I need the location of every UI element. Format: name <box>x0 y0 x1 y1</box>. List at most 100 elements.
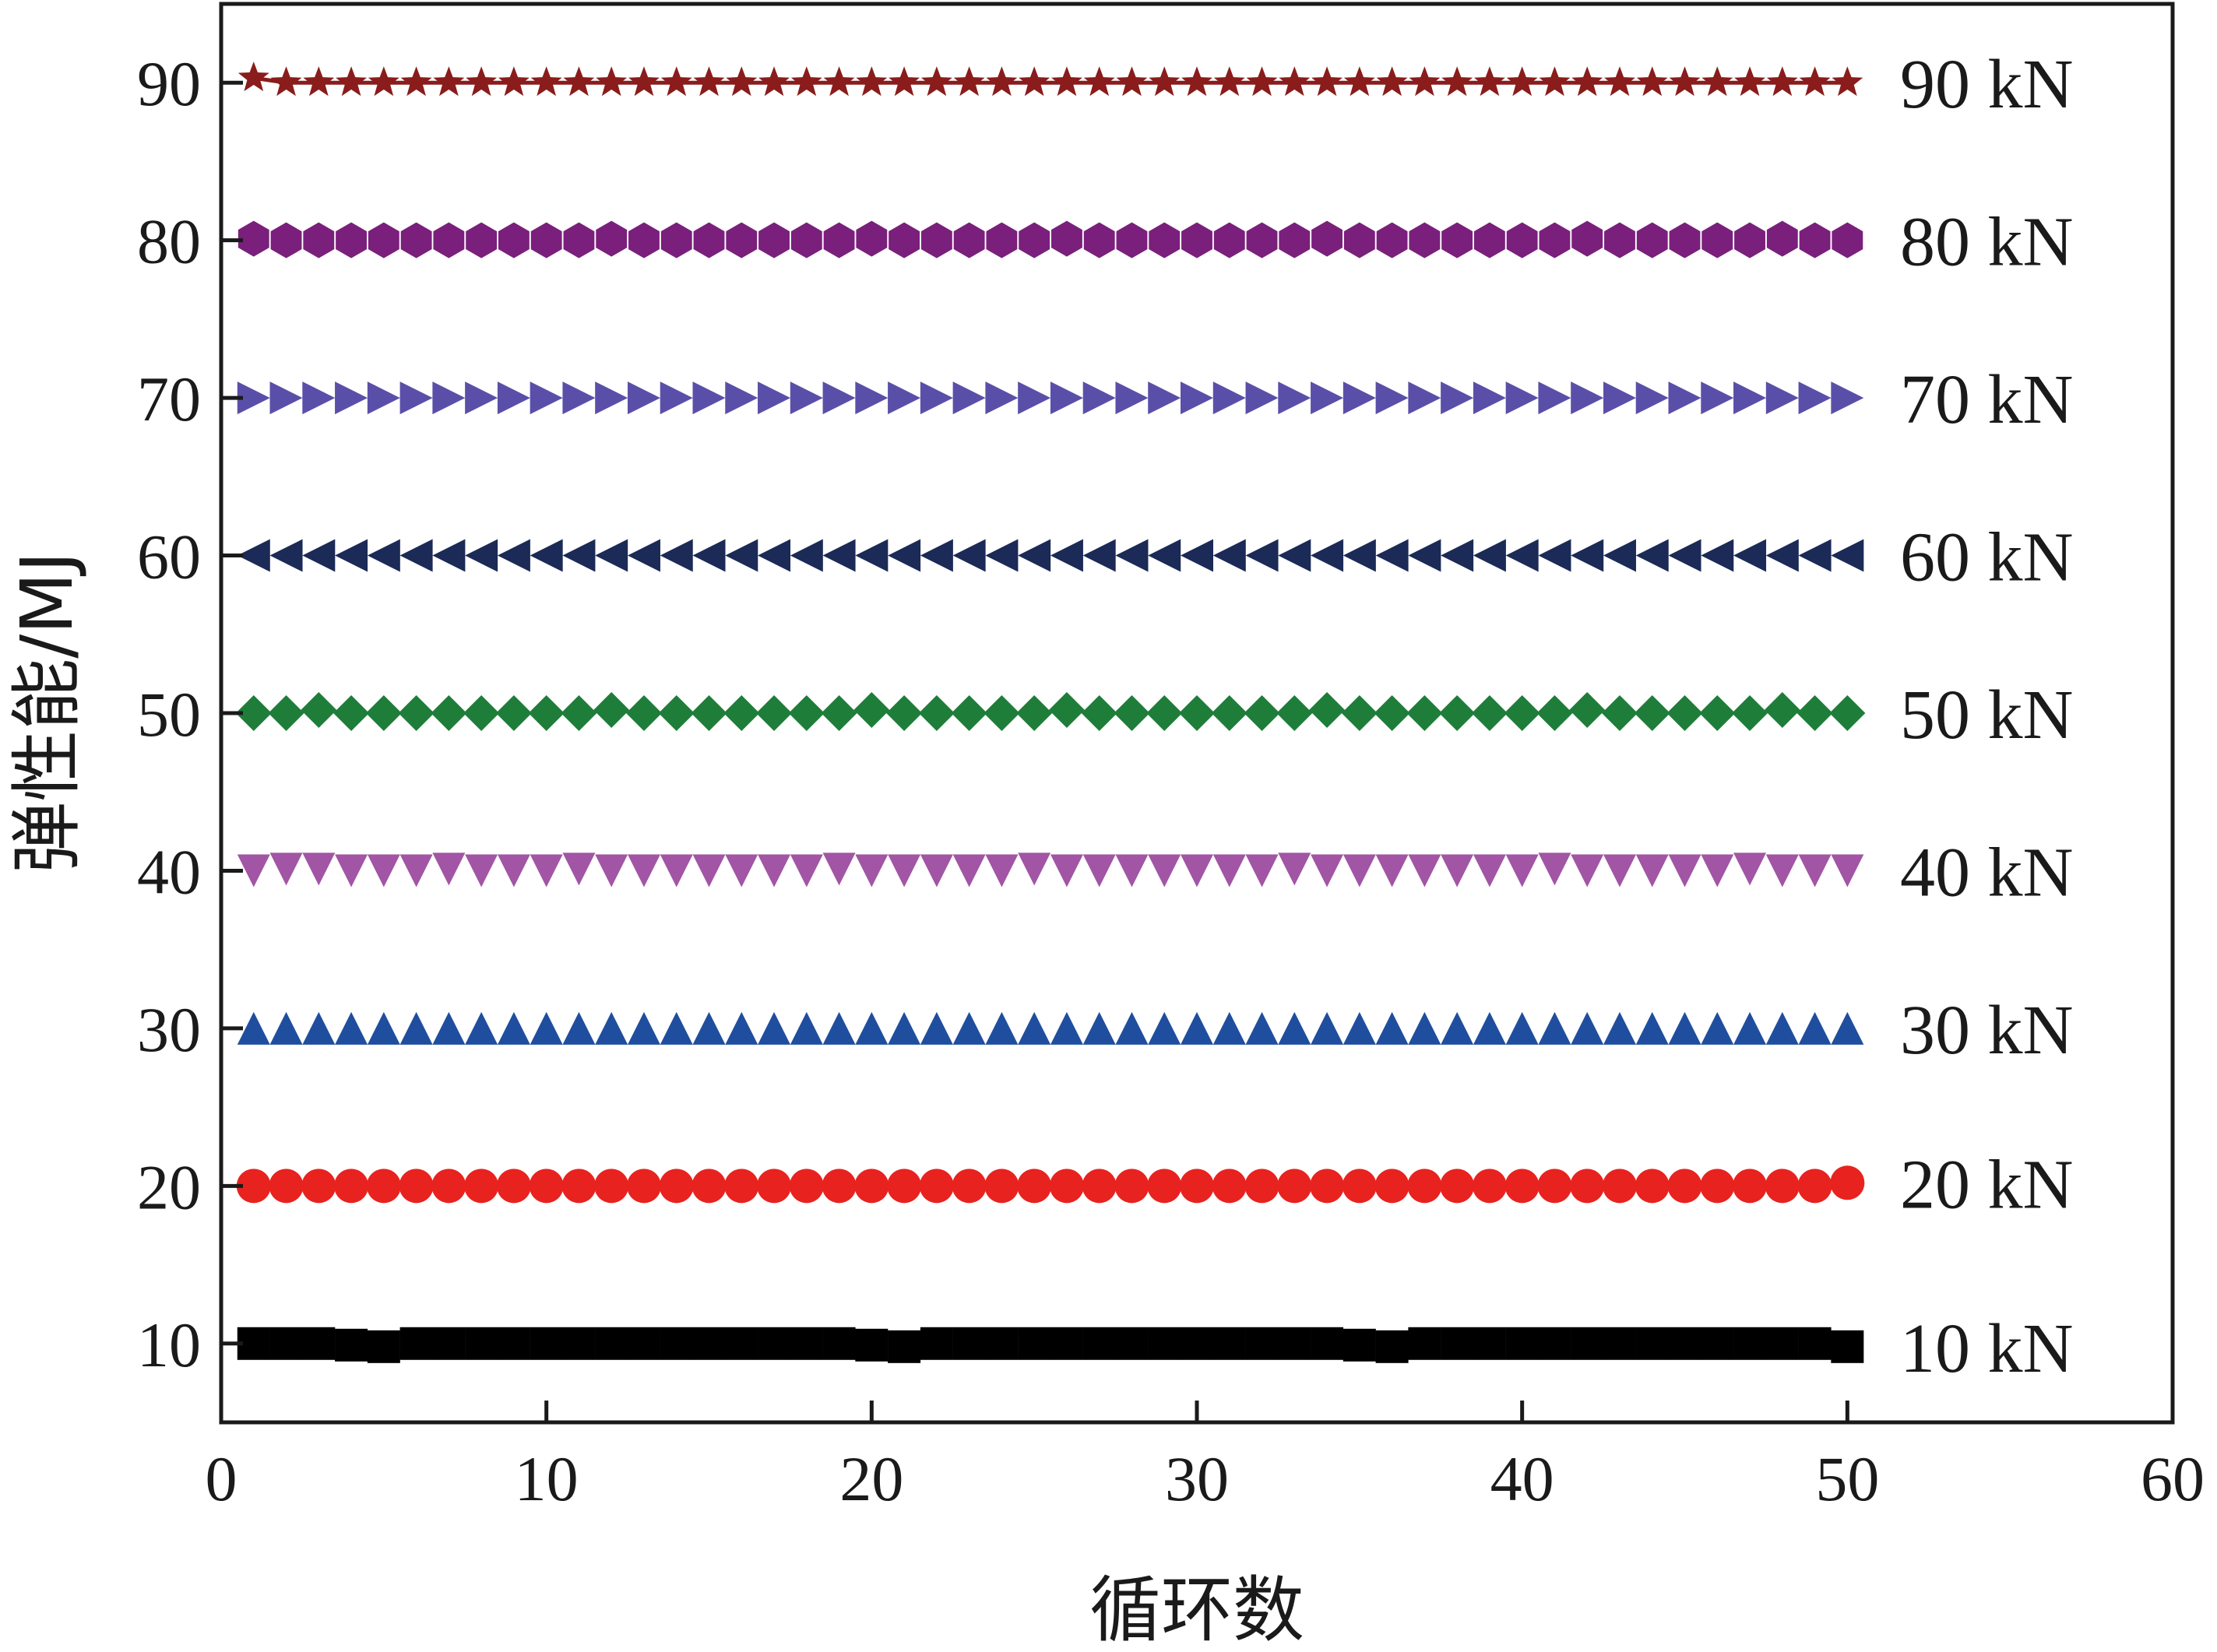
data-point <box>920 854 953 888</box>
data-point <box>886 695 923 731</box>
data-point <box>790 1011 823 1045</box>
data-point <box>1830 1165 1865 1200</box>
data-point <box>1505 854 1539 888</box>
data-point <box>985 381 1019 415</box>
data-point <box>400 222 432 258</box>
data-point <box>1504 695 1540 731</box>
data-point <box>1441 854 1474 888</box>
data-point <box>889 222 920 258</box>
data-point <box>822 852 856 886</box>
series-20-kN <box>236 1165 1865 1204</box>
data-point <box>1181 539 1213 572</box>
data-point <box>1831 1330 1864 1363</box>
data-point <box>1019 222 1050 258</box>
data-point <box>855 539 889 572</box>
data-point <box>790 1327 823 1360</box>
data-point <box>334 1169 369 1204</box>
data-point <box>1635 1169 1670 1204</box>
data-point <box>692 1011 726 1045</box>
data-point <box>1407 1169 1442 1204</box>
data-point <box>984 1169 1019 1204</box>
data-point <box>1181 381 1213 415</box>
data-point <box>367 381 400 415</box>
data-point <box>1311 66 1343 97</box>
data-point <box>1083 222 1115 258</box>
data-point <box>822 381 856 415</box>
data-point <box>985 1011 1019 1045</box>
data-point <box>1343 539 1376 572</box>
data-point <box>1018 1327 1051 1360</box>
data-point <box>238 220 269 257</box>
data-point <box>529 1169 564 1204</box>
x-tick-label: 40 <box>1490 1443 1554 1514</box>
data-point <box>1375 1011 1409 1045</box>
data-point <box>1149 66 1181 97</box>
data-point <box>1441 381 1474 415</box>
series-label: 20 kN <box>1900 1146 2074 1223</box>
data-point <box>1181 854 1213 888</box>
data-point <box>790 381 823 415</box>
data-point <box>302 1327 336 1360</box>
data-point <box>952 1169 987 1204</box>
data-point <box>1797 1169 1832 1204</box>
data-point <box>1635 1011 1669 1045</box>
y-tick-label: 30 <box>137 994 201 1065</box>
data-point <box>302 852 336 886</box>
data-point <box>790 222 822 258</box>
data-point <box>1017 1169 1052 1204</box>
data-point <box>1538 1327 1571 1360</box>
data-point <box>1571 1327 1604 1360</box>
data-point <box>919 1169 954 1204</box>
data-point <box>726 66 758 97</box>
data-point <box>1701 381 1734 415</box>
series-40-kN <box>237 852 1864 888</box>
data-point <box>952 381 986 415</box>
data-point <box>302 381 336 415</box>
data-point <box>1765 1327 1799 1360</box>
series-10-kN <box>237 1327 1864 1363</box>
data-point <box>596 220 628 257</box>
data-point <box>238 62 269 92</box>
data-point <box>725 1327 758 1360</box>
data-point <box>1116 66 1148 97</box>
data-point <box>627 1327 660 1360</box>
data-point <box>1408 854 1441 888</box>
data-point <box>856 66 888 97</box>
data-point <box>1733 1169 1768 1204</box>
data-point <box>1473 381 1506 415</box>
data-point <box>399 1327 433 1360</box>
data-point <box>270 222 302 258</box>
data-point <box>1667 1169 1702 1204</box>
data-point <box>951 695 987 731</box>
data-point <box>1018 539 1051 572</box>
data-point <box>1148 539 1181 572</box>
data-point <box>1343 381 1376 415</box>
data-point <box>1766 220 1798 257</box>
data-point <box>1505 539 1539 572</box>
data-point <box>1050 539 1083 572</box>
series-label: 90 kN <box>1900 46 2074 123</box>
data-point <box>692 381 726 415</box>
y-tick-label: 50 <box>137 679 201 750</box>
data-point <box>1506 222 1538 258</box>
data-point <box>1668 854 1701 888</box>
data-point <box>1245 1327 1279 1360</box>
data-point <box>236 1169 271 1204</box>
data-point <box>854 1169 889 1204</box>
data-point <box>1246 222 1278 258</box>
data-point <box>1278 381 1311 415</box>
data-point <box>1635 539 1669 572</box>
data-point <box>465 381 498 415</box>
data-point <box>1831 1011 1864 1045</box>
data-point <box>497 1011 530 1045</box>
data-point <box>1538 381 1571 415</box>
data-point <box>530 381 563 415</box>
data-point <box>888 854 921 888</box>
data-point <box>692 854 726 888</box>
data-point <box>1441 1327 1474 1360</box>
data-point <box>269 381 303 415</box>
data-point <box>562 852 596 886</box>
data-point <box>498 222 530 258</box>
data-point <box>1311 220 1343 257</box>
data-point <box>659 1169 694 1204</box>
